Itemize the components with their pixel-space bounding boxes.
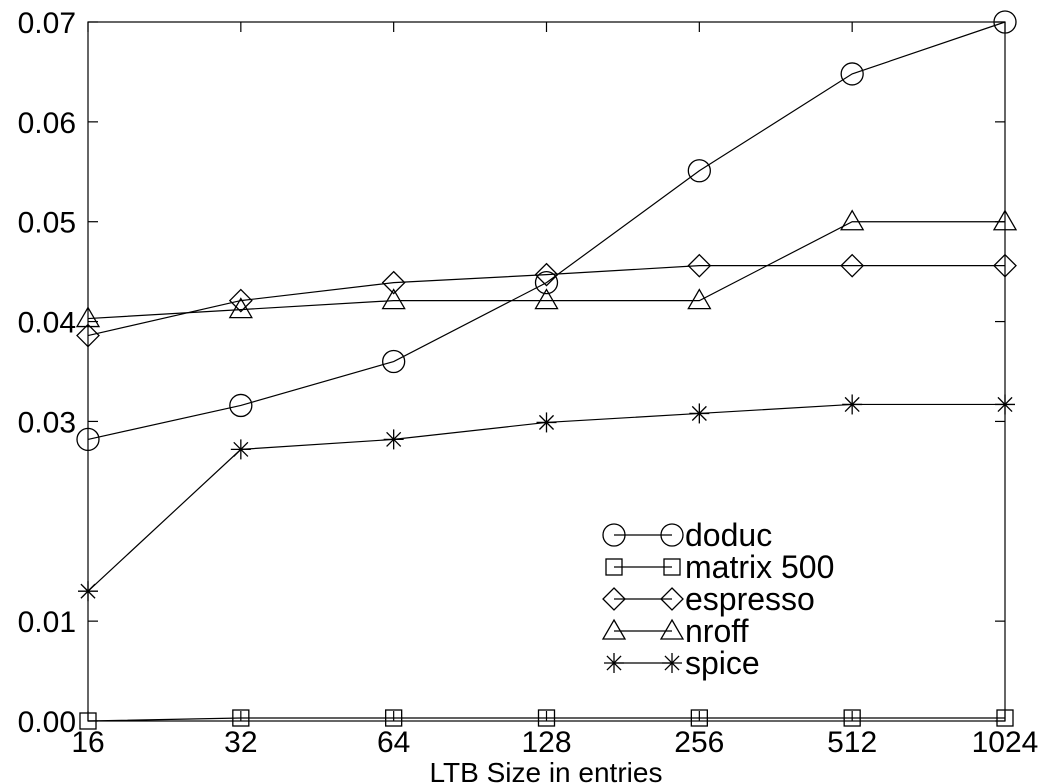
legend-item-matrix-500: matrix 500: [605, 549, 834, 585]
legend-marker-star: [662, 653, 682, 673]
data-point-matrix-500: [79, 712, 97, 730]
series-line-nroff: [87, 221, 1005, 320]
data-point-doduc: [229, 393, 253, 418]
series-line-matrix-500: [87, 717, 1005, 722]
legend-marker-square: [663, 558, 681, 576]
star-stroke: [844, 396, 860, 412]
series-espresso: [76, 253, 1017, 348]
star-stroke: [997, 396, 1013, 412]
x-tick-label: 256: [674, 726, 724, 759]
data-point-doduc: [534, 270, 559, 295]
data-point-nroff: [75, 306, 101, 328]
data-point-nroff: [992, 209, 1018, 231]
series-spice: [78, 394, 1015, 602]
data-point-espresso: [381, 270, 406, 295]
legend-item-nroff: nroff: [601, 613, 749, 649]
y-tick-label: 0.03: [18, 406, 76, 439]
x-tick-label: 512: [827, 726, 877, 759]
data-point-spice: [536, 412, 557, 433]
data-point-spice: [995, 394, 1015, 415]
x-axis: 16 32 64 128 256 512 1024: [71, 22, 1038, 759]
data-point-espresso: [228, 288, 253, 313]
series-layer: [75, 10, 1018, 730]
x-tick-label: 32: [224, 726, 257, 759]
star-stroke: [606, 655, 622, 671]
data-point-spice: [230, 439, 251, 460]
legend-label: doduc: [685, 517, 772, 553]
series-line-doduc: [87, 21, 1006, 440]
data-point-spice: [842, 394, 863, 415]
y-axis: 0.00 0.01 0.03 0.04 0.05 0.06 0.07: [18, 7, 1005, 739]
star-stroke: [386, 431, 402, 447]
data-point-matrix-500: [232, 709, 250, 727]
series-line-spice: [87, 403, 1005, 592]
data-point-espresso: [687, 253, 712, 278]
data-point-doduc: [382, 349, 406, 374]
y-tick-label: 0.00: [18, 706, 76, 739]
data-point-espresso: [993, 253, 1017, 278]
legend-item-doduc: doduc: [602, 517, 772, 553]
data-point-doduc: [840, 62, 864, 86]
series-matrix-500: [79, 709, 1014, 730]
legend-marker-triangle: [601, 618, 627, 640]
data-point-nroff: [381, 288, 406, 310]
legend-label: matrix 500: [685, 549, 834, 585]
y-tick-label: 0.07: [18, 7, 76, 40]
legend-marker-diamond: [660, 587, 684, 611]
data-point-nroff: [840, 209, 865, 231]
legend-marker-circle: [660, 523, 684, 547]
star-stroke: [538, 414, 555, 430]
data-point-doduc: [687, 159, 711, 183]
series-doduc: [76, 10, 1017, 452]
y-tick-label: 0.06: [18, 107, 76, 140]
data-point-nroff: [534, 288, 559, 310]
data-point-spice: [383, 429, 404, 450]
legend-marker-circle: [602, 523, 626, 547]
series-nroff: [75, 209, 1018, 328]
data-point-matrix-500: [996, 709, 1014, 727]
star-stroke: [80, 583, 96, 599]
x-tick-label: 128: [521, 726, 571, 759]
legend-label: espresso: [685, 581, 815, 617]
y-tick-label: 0.01: [18, 606, 76, 639]
data-point-espresso: [76, 323, 100, 348]
data-point-doduc: [76, 427, 100, 452]
data-point-spice: [689, 403, 710, 424]
series-line-espresso: [87, 265, 1005, 337]
star-stroke: [664, 655, 680, 671]
legend-marker-square: [605, 558, 623, 576]
plot-border: [87, 21, 1006, 722]
x-tick-label: 16: [71, 726, 104, 759]
data-point-matrix-500: [843, 709, 861, 727]
y-tick-label: 0.05: [18, 207, 76, 240]
legend-item-espresso: espresso: [602, 581, 815, 617]
data-point-matrix-500: [385, 709, 403, 727]
star-stroke: [691, 405, 707, 421]
star-stroke: [233, 441, 249, 457]
legend-marker-diamond: [602, 587, 626, 611]
y-tick-label: 0.04: [18, 307, 76, 340]
data-point-spice: [78, 581, 98, 602]
plot-frame: [87, 21, 1006, 722]
x-tick-label: 64: [377, 726, 410, 759]
x-axis-title: LTB Size in entries: [430, 757, 663, 784]
data-point-nroff: [228, 297, 253, 319]
legend-item-spice: spice: [604, 645, 760, 681]
data-point-nroff: [687, 288, 712, 310]
data-point-doduc: [993, 10, 1017, 34]
data-point-matrix-500: [690, 709, 708, 727]
data-point-espresso: [840, 253, 865, 278]
x-tick-label: 1024: [972, 726, 1039, 759]
legend-marker-triangle: [659, 618, 685, 640]
legend-label: nroff: [685, 613, 749, 649]
legend-marker-star: [604, 653, 624, 673]
legend-label: spice: [685, 645, 760, 681]
data-point-matrix-500: [537, 709, 556, 727]
data-point-espresso: [534, 262, 559, 287]
